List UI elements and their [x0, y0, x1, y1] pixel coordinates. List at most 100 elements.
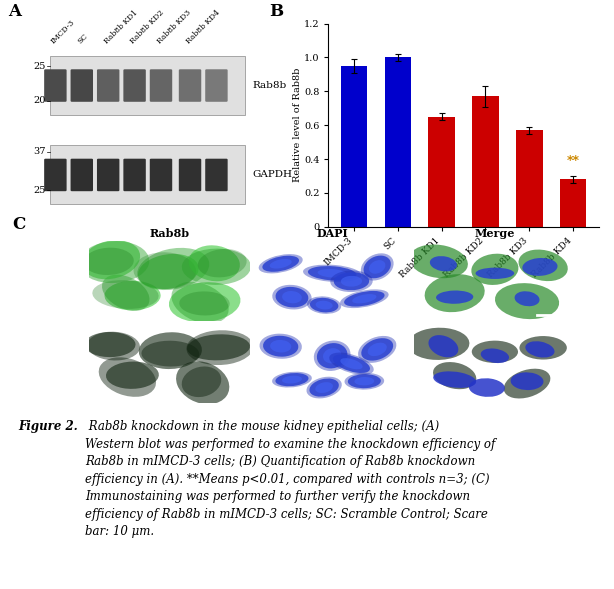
Ellipse shape — [171, 282, 228, 323]
Text: Figure 2.: Figure 2. — [18, 421, 78, 434]
Ellipse shape — [99, 358, 156, 397]
FancyBboxPatch shape — [71, 158, 93, 191]
Text: Merge: Merge — [475, 227, 515, 239]
Ellipse shape — [303, 264, 361, 282]
Text: Rab8b: Rab8b — [149, 227, 190, 239]
Ellipse shape — [138, 254, 199, 289]
Bar — [429, 117, 455, 227]
Ellipse shape — [316, 301, 333, 309]
Ellipse shape — [363, 256, 391, 278]
Ellipse shape — [187, 330, 254, 365]
FancyBboxPatch shape — [179, 158, 201, 191]
Ellipse shape — [317, 343, 348, 369]
Ellipse shape — [187, 335, 250, 360]
Ellipse shape — [481, 349, 509, 363]
Ellipse shape — [472, 254, 518, 285]
FancyBboxPatch shape — [44, 158, 66, 191]
Ellipse shape — [354, 377, 375, 385]
Ellipse shape — [310, 298, 338, 312]
Ellipse shape — [276, 373, 308, 386]
Ellipse shape — [282, 291, 302, 303]
Ellipse shape — [92, 280, 158, 309]
Ellipse shape — [334, 272, 369, 290]
Ellipse shape — [526, 341, 554, 358]
Text: Rab8b KD2: Rab8b KD2 — [129, 9, 166, 46]
Ellipse shape — [79, 241, 149, 283]
Ellipse shape — [308, 266, 357, 280]
Ellipse shape — [341, 276, 362, 287]
FancyBboxPatch shape — [150, 158, 172, 191]
Text: SC: SC — [76, 32, 90, 46]
Ellipse shape — [137, 248, 209, 290]
Ellipse shape — [368, 343, 387, 356]
Ellipse shape — [270, 259, 292, 269]
Ellipse shape — [141, 340, 199, 366]
Text: Rab8b KD: Rab8b KD — [76, 340, 84, 388]
Ellipse shape — [523, 258, 558, 276]
Ellipse shape — [182, 366, 221, 397]
Text: A: A — [8, 4, 21, 20]
Ellipse shape — [358, 336, 397, 363]
Ellipse shape — [179, 292, 230, 316]
Bar — [560, 179, 586, 227]
FancyBboxPatch shape — [123, 70, 146, 102]
Ellipse shape — [307, 296, 341, 314]
Ellipse shape — [104, 281, 161, 310]
Text: 37: 37 — [34, 147, 46, 156]
Ellipse shape — [176, 361, 229, 404]
Text: Rab8b KD4: Rab8b KD4 — [184, 9, 221, 46]
Text: Rab8b KD1: Rab8b KD1 — [103, 9, 139, 46]
Ellipse shape — [84, 332, 136, 357]
Ellipse shape — [263, 336, 298, 357]
Ellipse shape — [139, 332, 202, 369]
Text: DAPI: DAPI — [316, 227, 348, 239]
Text: C: C — [12, 216, 26, 233]
Bar — [516, 130, 543, 227]
Ellipse shape — [317, 269, 347, 277]
Ellipse shape — [272, 372, 312, 388]
Ellipse shape — [348, 374, 381, 388]
Ellipse shape — [330, 270, 373, 292]
Bar — [341, 66, 367, 227]
Ellipse shape — [410, 244, 468, 278]
Ellipse shape — [84, 248, 134, 275]
FancyBboxPatch shape — [179, 70, 201, 102]
FancyBboxPatch shape — [205, 158, 228, 191]
Ellipse shape — [102, 274, 149, 311]
Ellipse shape — [276, 287, 308, 307]
Ellipse shape — [344, 373, 384, 389]
FancyBboxPatch shape — [150, 70, 172, 102]
Ellipse shape — [436, 290, 473, 304]
Bar — [472, 97, 499, 227]
Ellipse shape — [469, 378, 505, 397]
Y-axis label: Relative level of Rab8b: Relative level of Rab8b — [293, 68, 303, 183]
Ellipse shape — [433, 371, 476, 388]
Ellipse shape — [314, 340, 351, 371]
Ellipse shape — [329, 353, 374, 375]
Ellipse shape — [361, 253, 394, 280]
Ellipse shape — [518, 250, 568, 281]
Text: RC: RC — [76, 274, 84, 288]
Ellipse shape — [82, 240, 140, 279]
Ellipse shape — [429, 335, 459, 358]
Ellipse shape — [340, 289, 389, 308]
Ellipse shape — [369, 260, 386, 274]
Text: GAPDH: GAPDH — [252, 170, 292, 180]
Bar — [384, 58, 411, 227]
Ellipse shape — [344, 291, 384, 306]
Text: **: ** — [567, 154, 580, 167]
Ellipse shape — [169, 282, 241, 322]
Ellipse shape — [519, 336, 567, 359]
Ellipse shape — [425, 274, 484, 312]
Ellipse shape — [503, 369, 550, 399]
Ellipse shape — [272, 285, 312, 309]
Ellipse shape — [87, 332, 140, 360]
Ellipse shape — [188, 245, 240, 281]
Text: 20: 20 — [34, 96, 46, 105]
Ellipse shape — [511, 372, 543, 390]
Ellipse shape — [306, 377, 342, 398]
Text: 25: 25 — [34, 62, 46, 71]
Ellipse shape — [270, 340, 291, 352]
Ellipse shape — [106, 362, 159, 389]
Ellipse shape — [515, 291, 540, 306]
